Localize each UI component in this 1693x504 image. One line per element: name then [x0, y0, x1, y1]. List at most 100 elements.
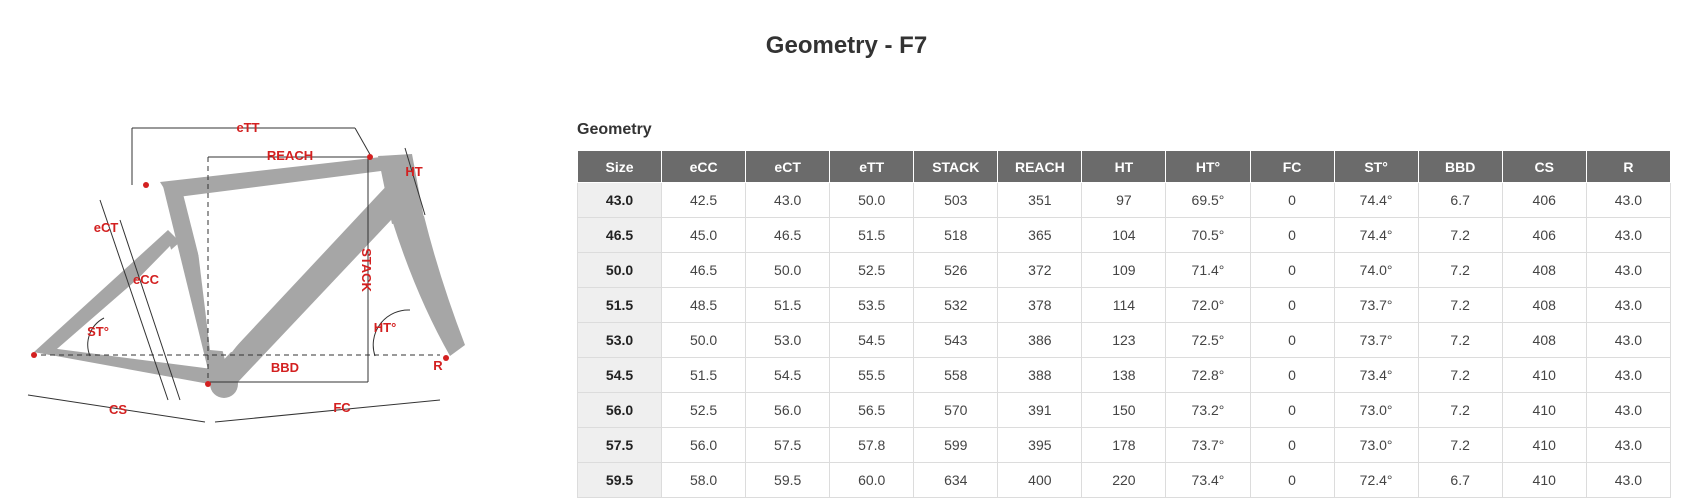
dimension-lines — [27, 127, 441, 423]
table-cell: 410 — [1501, 392, 1587, 428]
table-cell: 58.0 — [661, 462, 747, 498]
table-cell: 43.0 — [1585, 322, 1672, 358]
table-cell: 69.5° — [1165, 182, 1251, 218]
column-header: HT° — [1165, 150, 1251, 183]
table-cell: 109 — [1081, 252, 1167, 288]
table-cell: 73.7° — [1333, 322, 1419, 358]
header-row: Size eCC eCT eTT STACK REACH HT HT° FC ST° BBD CS R — [576, 150, 1672, 183]
table-cell: 406 — [1501, 182, 1587, 218]
table-cell: 72.5° — [1165, 322, 1251, 358]
table-cell: 7.2 — [1417, 252, 1503, 288]
table-cell: 138 — [1081, 357, 1167, 393]
label-ht-angle: HT° — [374, 320, 397, 335]
label-ecc: eCC — [133, 272, 160, 287]
table-cell: 73.4° — [1165, 462, 1251, 498]
table-cell: 150 — [1081, 392, 1167, 428]
table-cell: 0 — [1249, 322, 1335, 358]
table-cell: 48.5 — [661, 287, 747, 323]
table-cell: 503 — [913, 182, 999, 218]
table-cell: 73.7° — [1333, 287, 1419, 323]
table-cell: 54.5 — [829, 322, 915, 358]
table-row: 56.0 52.5 56.0 56.5 570 391 150 73.2° 0 73.0° 7.2 4… — [576, 392, 1672, 428]
table-cell: 43.0 — [1585, 287, 1672, 323]
label-stack: STACK — [359, 248, 374, 292]
label-bbd: BBD — [271, 360, 299, 375]
column-header: R — [1585, 150, 1672, 183]
table-cell: 43.0 — [1585, 462, 1672, 498]
column-header: CS — [1501, 150, 1587, 183]
table-row: 57.5 56.0 57.5 57.8 599 395 178 73.7° 0 73.0° 7.2 4… — [576, 427, 1672, 463]
table-cell: 7.2 — [1417, 392, 1503, 428]
table-cell: 372 — [997, 252, 1083, 288]
table-cell: 73.2° — [1165, 392, 1251, 428]
table-cell: 53.0 — [745, 322, 831, 358]
table-cell: 73.7° — [1165, 427, 1251, 463]
column-header: eCT — [745, 150, 831, 183]
table-cell: 104 — [1081, 217, 1167, 253]
table-cell: 43.0 — [1585, 182, 1672, 218]
size-cell: 46.5 — [576, 217, 663, 253]
geometry-table-section: Geometry Size eCC eCT eTT STACK REACH HT HT° FC S… — [576, 120, 1672, 498]
table-cell: 43.0 — [1585, 427, 1672, 463]
table-cell: 532 — [913, 287, 999, 323]
size-cell: 59.5 — [576, 462, 663, 498]
table-header: Size eCC eCT eTT STACK REACH HT HT° FC ST° BBD CS R — [576, 150, 1672, 183]
table-row: 51.5 48.5 51.5 53.5 532 378 114 72.0° 0 73.7° 7.2 4… — [576, 287, 1672, 323]
table-cell: 74.4° — [1333, 182, 1419, 218]
table-cell: 7.2 — [1417, 322, 1503, 358]
size-cell: 53.0 — [576, 322, 663, 358]
table-cell: 410 — [1501, 462, 1587, 498]
table-cell: 57.8 — [829, 427, 915, 463]
table-cell: 7.2 — [1417, 427, 1503, 463]
table-cell: 518 — [913, 217, 999, 253]
table-cell: 6.7 — [1417, 182, 1503, 218]
table-cell: 57.5 — [745, 427, 831, 463]
table-cell: 50.0 — [745, 252, 831, 288]
table-cell: 46.5 — [745, 217, 831, 253]
table-cell: 56.0 — [661, 427, 747, 463]
table-cell: 51.5 — [661, 357, 747, 393]
table-cell: 634 — [913, 462, 999, 498]
table-cell: 7.2 — [1417, 217, 1503, 253]
table-cell: 123 — [1081, 322, 1167, 358]
table-cell: 53.5 — [829, 287, 915, 323]
table-body: 43.0 42.5 43.0 50.0 503 351 97 69.5° 0 74.4° 6.7 40… — [576, 182, 1672, 498]
label-cs: CS — [109, 402, 127, 417]
table-cell: 43.0 — [1585, 217, 1672, 253]
table-cell: 7.2 — [1417, 287, 1503, 323]
table-cell: 0 — [1249, 252, 1335, 288]
table-cell: 6.7 — [1417, 462, 1503, 498]
size-cell: 51.5 — [576, 287, 663, 323]
table-cell: 97 — [1081, 182, 1167, 218]
table-row: 53.0 50.0 53.0 54.5 543 386 123 72.5° 0 73.7° 7.2 4… — [576, 322, 1672, 358]
table-cell: 50.0 — [829, 182, 915, 218]
table-cell: 0 — [1249, 462, 1335, 498]
label-reach: REACH — [267, 148, 313, 163]
table-cell: 7.2 — [1417, 357, 1503, 393]
column-header: BBD — [1417, 150, 1503, 183]
table-cell: 43.0 — [1585, 392, 1672, 428]
table-cell: 351 — [997, 182, 1083, 218]
table-cell: 406 — [1501, 217, 1587, 253]
frame-geometry-diagram: eTT REACH HT eCT eCC STACK ST° HT° BBD R… — [20, 120, 520, 470]
table-cell: 220 — [1081, 462, 1167, 498]
table-cell: 0 — [1249, 287, 1335, 323]
table-cell: 365 — [997, 217, 1083, 253]
table-cell: 71.4° — [1165, 252, 1251, 288]
label-ect: eCT — [94, 220, 119, 235]
column-header: eTT — [829, 150, 915, 183]
table-cell: 410 — [1501, 357, 1587, 393]
table-cell: 543 — [913, 322, 999, 358]
size-cell: 43.0 — [576, 182, 663, 218]
table-cell: 558 — [913, 357, 999, 393]
table-cell: 114 — [1081, 287, 1167, 323]
table-cell: 72.8° — [1165, 357, 1251, 393]
table-cell: 408 — [1501, 322, 1587, 358]
table-cell: 599 — [913, 427, 999, 463]
table-row: 54.5 51.5 54.5 55.5 558 388 138 72.8° 0 73.4° 7.2 4… — [576, 357, 1672, 393]
table-cell: 0 — [1249, 392, 1335, 428]
column-header: Size — [576, 150, 663, 183]
table-cell: 391 — [997, 392, 1083, 428]
table-row: 43.0 42.5 43.0 50.0 503 351 97 69.5° 0 74.4° 6.7 40… — [576, 182, 1672, 218]
table-cell: 46.5 — [661, 252, 747, 288]
